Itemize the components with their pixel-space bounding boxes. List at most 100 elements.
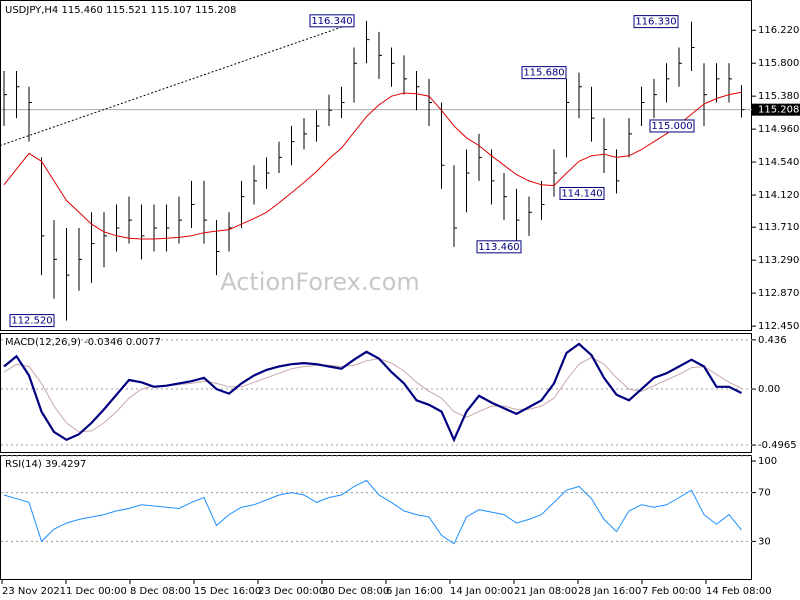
price-bar — [116, 204, 120, 252]
y-tick-label: 115.380 — [758, 91, 799, 102]
price-bar — [441, 102, 445, 189]
price-bar — [403, 55, 407, 95]
annotation-box — [559, 186, 605, 200]
price-bar — [616, 149, 620, 194]
annotation-label: 113.460 — [478, 242, 519, 253]
x-tick-label: 14 Jan 00:00 — [450, 586, 513, 597]
price-bar — [478, 133, 482, 181]
trendline — [0, 21, 356, 147]
last-price-label: 115.208 — [758, 105, 799, 116]
price-bar — [553, 149, 557, 197]
price-bar — [141, 204, 145, 260]
price-bar — [653, 78, 657, 119]
annotation-label: 116.340 — [311, 16, 352, 27]
y-tick-label: 112.450 — [758, 321, 799, 332]
rsi-title: RSI(14) 39.4297 — [5, 459, 86, 470]
price-bar — [516, 188, 520, 244]
price-bar — [216, 220, 220, 276]
line — [3, 479, 742, 545]
annotation-label: 116.330 — [635, 17, 676, 28]
y-tick-label: 114.540 — [758, 157, 799, 168]
x-tick-label: 30 Dec 08:00 — [322, 586, 389, 597]
y-tick-label: 100 — [758, 456, 777, 467]
x-tick-label: 23 Dec 00:00 — [258, 586, 325, 597]
y-tick-label: 112.870 — [758, 288, 799, 299]
annotation-box — [649, 119, 695, 133]
y-tick-label: 113.290 — [758, 255, 799, 266]
annotation-label: 114.140 — [561, 188, 602, 199]
rsi-panel — [0, 455, 752, 580]
price-bar — [528, 196, 532, 236]
last-price-box — [752, 103, 800, 116]
y-tick-label: -0.4965 — [758, 440, 797, 451]
x-tick-label: 15 Dec 16:00 — [194, 586, 261, 597]
price-bar — [491, 149, 495, 205]
y-tick-label: 115.800 — [758, 58, 799, 69]
annotation-box — [309, 14, 355, 28]
price-bar — [541, 180, 545, 221]
price-bar — [703, 63, 707, 126]
watermark: ActionForex.com — [220, 268, 420, 296]
price-bar — [303, 118, 307, 150]
price-bar — [503, 173, 507, 221]
price-bar — [166, 204, 170, 252]
price-bar — [253, 165, 257, 205]
price-bar — [578, 72, 582, 119]
price-bar — [591, 86, 595, 142]
price-bar — [328, 94, 332, 126]
y-tick-label: 113.710 — [758, 222, 799, 233]
price-bar — [453, 165, 457, 247]
price-bar — [428, 78, 432, 126]
line — [3, 91, 742, 240]
price-bar — [278, 141, 282, 174]
price-bar — [678, 47, 682, 87]
price-bar — [666, 63, 670, 103]
x-tick-label: 6 Jan 16:00 — [386, 586, 443, 597]
price-bar — [366, 20, 370, 64]
price-bar — [178, 196, 182, 244]
y-tick-label: 30 — [758, 536, 771, 547]
price-bar — [191, 180, 195, 228]
price-bar — [41, 157, 45, 276]
price-bar — [378, 31, 382, 79]
price-bar — [266, 157, 270, 189]
price-bar — [416, 71, 420, 111]
price-bar — [291, 125, 295, 166]
annotation-box — [476, 240, 522, 254]
price-bar — [691, 21, 695, 72]
price-bar — [391, 47, 395, 87]
price-bar — [641, 86, 645, 126]
annotation-label: 115.680 — [523, 68, 564, 79]
price-bar — [741, 85, 745, 118]
y-tick-label: 114.120 — [758, 190, 799, 201]
macd-panel — [0, 333, 752, 453]
annotation-label: 115.000 — [651, 121, 692, 132]
y-tick-label: 70 — [758, 488, 771, 499]
x-tick-label: 1 Dec 00:00 — [66, 586, 127, 597]
price-bar — [466, 149, 470, 213]
x-tick-label: 28 Jan 16:00 — [578, 586, 641, 597]
price-bar — [16, 71, 20, 119]
y-tick-label: 0.00 — [758, 384, 780, 395]
annotation-box — [9, 314, 55, 328]
price-bar — [3, 71, 7, 126]
y-tick-label: 114.960 — [758, 124, 799, 135]
price-bar — [628, 118, 632, 158]
price-bar — [153, 204, 157, 252]
price-bar — [716, 63, 720, 103]
x-tick-label: 8 Dec 08:00 — [130, 586, 191, 597]
price-title: USDJPY,H4 115.460 115.521 115.107 115.20… — [5, 5, 236, 16]
price-bar — [103, 212, 107, 268]
price-bar — [241, 180, 245, 228]
price-bar — [203, 180, 207, 244]
annotation-label: 112.520 — [11, 316, 52, 327]
price-bar — [66, 227, 70, 321]
price-bar — [128, 196, 132, 244]
annotation-box — [633, 15, 679, 29]
annotation-box — [521, 66, 567, 80]
price-bar — [353, 47, 357, 103]
y-tick-label: 0.436 — [758, 335, 787, 346]
x-tick-label: 23 Nov 2021 — [2, 586, 66, 597]
x-tick-label: 7 Feb 00:00 — [642, 586, 701, 597]
